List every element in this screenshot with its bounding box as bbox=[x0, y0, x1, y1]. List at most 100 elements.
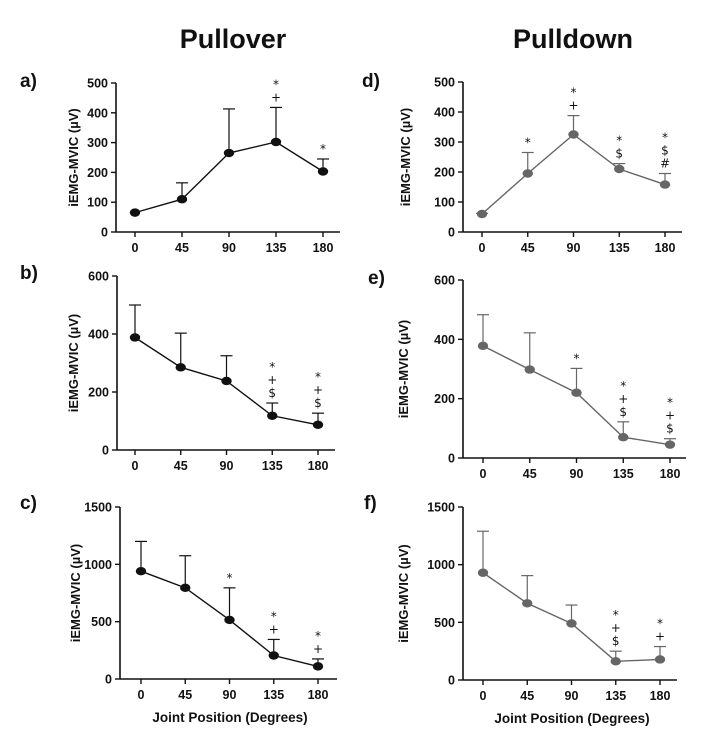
x-tick-label: 45 bbox=[523, 467, 537, 481]
x-tick-label: 0 bbox=[132, 459, 139, 473]
y-tick-label: 1000 bbox=[84, 558, 112, 572]
x-tick-label: 90 bbox=[220, 459, 234, 473]
y-tick-label: 400 bbox=[87, 106, 108, 120]
series-line bbox=[481, 133, 666, 215]
y-tick-label: 400 bbox=[434, 333, 455, 347]
data-point bbox=[477, 568, 489, 577]
x-tick-label: 180 bbox=[650, 689, 671, 703]
data-point bbox=[224, 615, 235, 625]
y-tick-label: 0 bbox=[448, 452, 455, 466]
x-tick-label: 45 bbox=[521, 241, 535, 255]
y-tick-label: 100 bbox=[434, 196, 455, 210]
x-tick-label: 180 bbox=[313, 241, 334, 255]
y-tick-label: 200 bbox=[88, 386, 109, 400]
significance-marker: $ bbox=[666, 422, 674, 436]
x-axis-label-right: Joint Position (Degrees) bbox=[494, 711, 649, 726]
x-tick-label: 135 bbox=[262, 459, 283, 473]
significance-marker: * bbox=[525, 136, 531, 150]
panel-label: f) bbox=[364, 493, 377, 514]
x-tick-label: 45 bbox=[520, 689, 534, 703]
significance-marker: * bbox=[320, 142, 326, 156]
significance-marker: + bbox=[611, 621, 621, 635]
y-tick-label: 0 bbox=[101, 226, 108, 240]
data-point bbox=[664, 440, 676, 449]
data-point bbox=[476, 209, 488, 219]
data-point bbox=[477, 341, 489, 351]
y-tick-label: 500 bbox=[91, 615, 112, 629]
chart-panel-a: a) iEMG-MVIC (µV) 0 100 200 300 400 500 0 45 90 135… bbox=[20, 71, 340, 255]
chart-panel-f: f) iEMG-MVIC (µV) 0 500 1000 1500 0 45 90 135 180 *… bbox=[364, 493, 677, 703]
data-point bbox=[267, 411, 278, 420]
significance-marker: $ bbox=[615, 147, 623, 161]
y-tick-label: 600 bbox=[88, 270, 109, 284]
significance-marker: * bbox=[574, 351, 580, 365]
y-tick-label: 500 bbox=[434, 616, 455, 630]
data-point bbox=[268, 651, 279, 660]
panel-label: c) bbox=[20, 493, 37, 514]
y-axis-label: iEMG-MVIC (µV) bbox=[398, 108, 413, 206]
data-point bbox=[270, 137, 282, 147]
significance-marker: + bbox=[665, 409, 675, 423]
x-tick-label: 0 bbox=[138, 688, 145, 702]
data-point bbox=[129, 208, 141, 217]
y-tick-label: 300 bbox=[87, 136, 108, 150]
x-axis-label-left: Joint Position (Degrees) bbox=[152, 710, 307, 725]
significance-marker: * bbox=[271, 609, 277, 623]
chart-panel-d: d) iEMG-MVIC (µV) 0 100 200 300 400 500 0 45 90 135… bbox=[362, 71, 682, 255]
significance-marker: * bbox=[616, 134, 622, 148]
x-tick-label: 180 bbox=[655, 241, 676, 255]
y-tick-label: 200 bbox=[434, 392, 455, 406]
significance-marker: $ bbox=[619, 405, 627, 419]
y-tick-label: 600 bbox=[434, 274, 455, 288]
x-tick-label: 90 bbox=[570, 467, 584, 481]
data-point bbox=[654, 655, 666, 664]
x-tick-label: 180 bbox=[308, 688, 329, 702]
significance-marker: * bbox=[613, 608, 619, 622]
x-tick-label: 90 bbox=[223, 688, 237, 702]
x-tick-label: 135 bbox=[263, 688, 284, 702]
chart-panel-c: c) iEMG-MVIC (µV) 0 500 1000 1500 0 45 90 135 180 *… bbox=[20, 493, 337, 702]
significance-marker: + bbox=[271, 90, 281, 104]
x-tick-label: 0 bbox=[479, 241, 486, 255]
x-tick-label: 180 bbox=[660, 467, 681, 481]
x-tick-label: 90 bbox=[565, 689, 579, 703]
data-point bbox=[175, 363, 186, 372]
panel-label: e) bbox=[368, 268, 385, 289]
y-tick-label: 0 bbox=[448, 226, 455, 240]
column-title-pulldown: Pulldown bbox=[513, 24, 633, 54]
significance-marker: + bbox=[655, 630, 665, 644]
significance-marker: * bbox=[662, 131, 668, 145]
y-tick-label: 1500 bbox=[427, 501, 455, 515]
data-point bbox=[618, 433, 629, 442]
significance-marker: * bbox=[315, 629, 321, 643]
y-tick-label: 300 bbox=[434, 136, 455, 150]
y-tick-label: 0 bbox=[102, 444, 109, 458]
y-tick-label: 0 bbox=[448, 674, 455, 688]
data-point bbox=[571, 388, 582, 397]
panel-label: b) bbox=[20, 263, 38, 284]
significance-marker: + bbox=[267, 373, 277, 387]
data-point bbox=[180, 583, 191, 593]
x-tick-label: 90 bbox=[222, 241, 236, 255]
x-tick-label: 180 bbox=[308, 459, 329, 473]
significance-marker: $ bbox=[268, 386, 276, 400]
significance-marker: + bbox=[313, 642, 323, 656]
y-tick-label: 100 bbox=[87, 196, 108, 210]
y-tick-label: 200 bbox=[87, 166, 108, 180]
significance-marker: * bbox=[315, 370, 321, 384]
y-axis-label: iEMG-MVIC (µV) bbox=[68, 544, 83, 642]
significance-marker: * bbox=[273, 77, 279, 91]
x-tick-label: 135 bbox=[609, 241, 630, 255]
y-tick-label: 1500 bbox=[84, 501, 112, 515]
significance-marker: * bbox=[620, 379, 626, 393]
x-tick-label: 0 bbox=[132, 241, 139, 255]
significance-marker: + bbox=[313, 383, 323, 397]
data-point bbox=[522, 599, 533, 608]
significance-marker: # bbox=[660, 157, 670, 171]
significance-marker: * bbox=[657, 617, 663, 631]
panel-label: d) bbox=[362, 71, 380, 92]
data-point bbox=[221, 376, 232, 386]
x-tick-label: 45 bbox=[174, 459, 188, 473]
